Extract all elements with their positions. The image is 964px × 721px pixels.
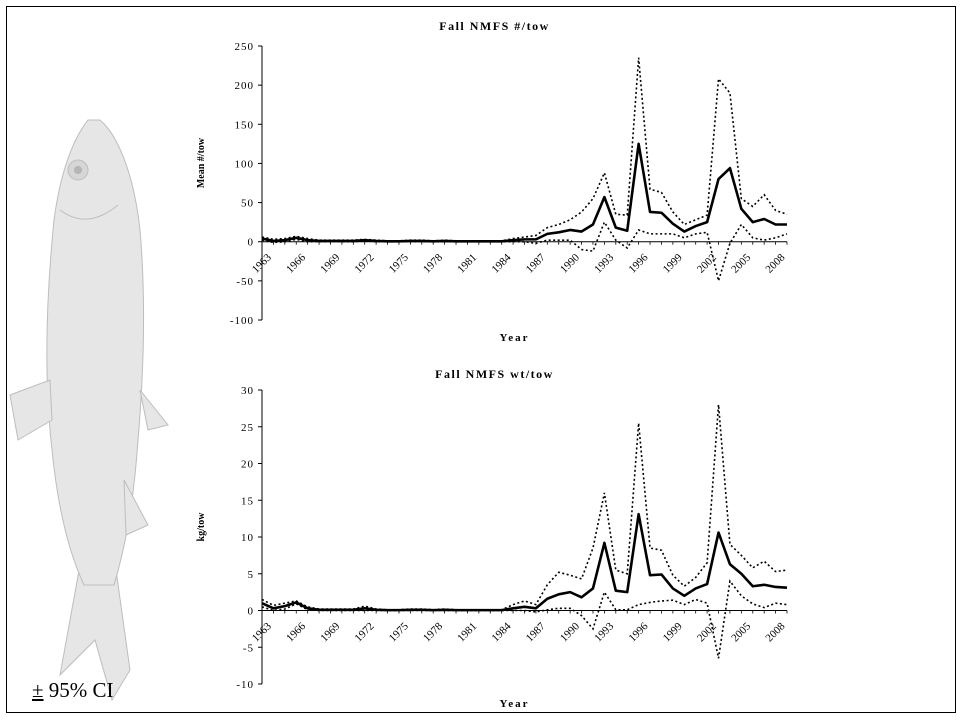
y-tick-label: 20 [241, 459, 254, 471]
x-tick-label: 1993 [592, 251, 616, 275]
y-tick-label: 15 [241, 495, 254, 507]
y-tick-label: 30 [241, 385, 254, 397]
y-axis-label: Mean #/tow [196, 137, 207, 188]
x-tick-label: 2005 [729, 251, 753, 275]
chart-weight-per-tow: Fall NMFS wt/tow -10 -5 0 5 10 15 20 25 30 kg/tow 1… [196, 367, 788, 710]
figure-frame [6, 6, 956, 713]
series-lower-ci-line [261, 579, 788, 659]
x-tick-label: 1975 [387, 251, 411, 275]
x-tick-label: 1966 [284, 620, 308, 644]
chart-number-per-tow: Fall NMFS #/tow -100 -50 0 50 100 150 200 250 Mea… [196, 19, 788, 344]
x-tick-label: 1984 [490, 251, 514, 275]
y-tick-label: -5 [243, 642, 254, 654]
x-tick-label: 1990 [558, 620, 582, 644]
series-lower-ci-line [261, 220, 788, 284]
x-tick-label: 1984 [490, 620, 514, 644]
plus-minus-symbol: ± [32, 678, 44, 702]
x-tick-label: 1987 [524, 251, 548, 275]
chart-title: Fall NMFS #/tow [439, 19, 550, 33]
x-axis-label: Year [500, 332, 530, 344]
y-tick-label: -100 [230, 315, 254, 327]
x-tick-label: 1999 [661, 620, 685, 644]
y-tick-label: 200 [235, 80, 255, 92]
x-tick-label: 1981 [455, 620, 479, 644]
x-tick-label: 1978 [421, 251, 445, 275]
x-tick-label: 2008 [763, 620, 787, 644]
x-tick-label: 2002 [695, 252, 719, 276]
x-tick-label: 1969 [318, 620, 342, 644]
fish-illustration [9, 119, 169, 702]
series-mean-line [261, 512, 788, 612]
x-tick-label: 1996 [626, 620, 650, 644]
y-axis-label: kg/tow [196, 512, 207, 542]
chart-title: Fall NMFS wt/tow [435, 367, 554, 381]
x-tick-label: 1975 [387, 620, 411, 644]
y-tick-label: -10 [236, 679, 254, 691]
x-tick-label: 2008 [763, 251, 787, 275]
x-tick-label: 1996 [626, 251, 650, 275]
x-tick-label: 1972 [353, 252, 377, 276]
x-tick-label: 1993 [592, 620, 616, 644]
y-tick-label: 25 [241, 422, 254, 434]
x-axis-label: Year [500, 698, 530, 710]
ci-text: 95% CI [43, 678, 114, 702]
y-tick-label: 150 [235, 119, 255, 131]
x-tick-label: 1999 [661, 251, 685, 275]
confidence-interval-legend: ± 95% CI [32, 678, 114, 703]
x-tick-label: 1969 [318, 251, 342, 275]
series-mean-line [261, 142, 787, 243]
y-tick-label: 0 [248, 237, 255, 249]
y-tick-label: 100 [235, 158, 255, 170]
y-tick-label: 5 [248, 569, 255, 581]
series-upper-ci-line [261, 404, 788, 611]
y-tick-label: 10 [241, 532, 254, 544]
y-tick-label: 50 [241, 198, 254, 210]
x-tick-label: 1987 [524, 620, 548, 644]
x-tick-label: 1981 [455, 252, 479, 276]
x-tick-label: 1966 [284, 251, 308, 275]
x-tick-label: 1990 [558, 251, 582, 275]
x-tick-label: 1978 [421, 620, 445, 644]
y-tick-label: 250 [235, 41, 255, 53]
x-tick-label: 1972 [353, 620, 377, 644]
y-tick-label: -50 [236, 276, 254, 288]
x-tick-label: 2005 [729, 620, 753, 644]
y-tick-label: 0 [248, 606, 255, 618]
